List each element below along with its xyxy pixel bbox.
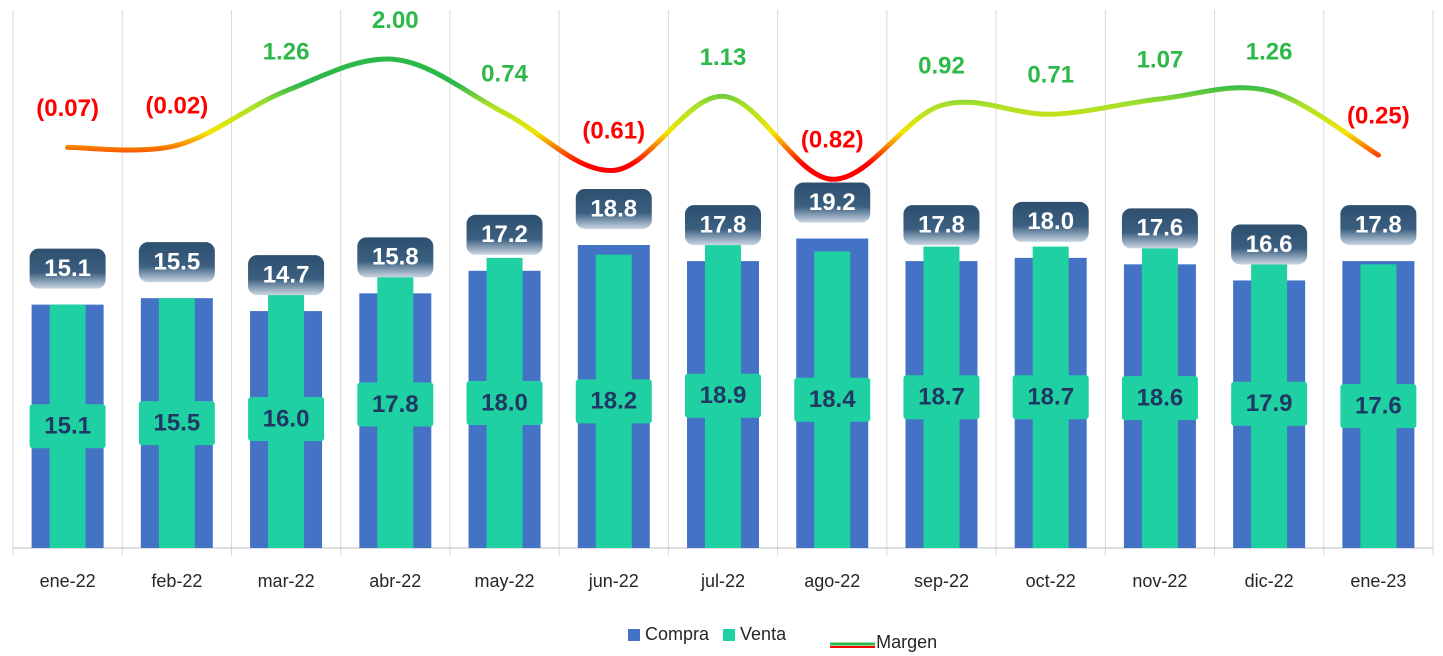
value-label: 15.1 [44,413,91,440]
value-label: 15.5 [153,249,200,276]
value-label: 15.5 [153,409,200,436]
legend-label: Compra [645,624,710,644]
value-label-box [794,377,871,422]
value-label: 17.6 [1137,215,1184,242]
value-label-box [248,255,325,296]
value-label: 19.2 [809,189,856,216]
value-label-box [466,214,543,255]
value-label: 0.71 [1027,62,1074,89]
value-label: 15.1 [44,255,91,282]
line [65,56,1381,182]
x-tick-label: jul-22 [700,571,745,591]
value-label-box [1012,201,1089,242]
value-label-box [466,380,543,425]
value-label-box [685,205,761,246]
value-label: 1.13 [700,44,747,71]
value-label: (0.61) [582,118,645,145]
value-label-box [1340,205,1417,246]
value-label-box [1121,208,1198,249]
value-label-box [1231,224,1308,265]
value-label-box [248,397,325,442]
value-label: 1.07 [1137,46,1184,73]
value-label-box [1012,375,1089,420]
value-label: 18.0 [481,389,528,416]
value-label: 0.74 [481,60,528,87]
x-tick-label: ene-22 [40,571,96,591]
value-label-box [138,401,215,446]
value-label: 17.8 [700,211,747,238]
value-label-box [138,242,215,283]
x-tick-label: nov-22 [1132,571,1187,591]
value-label: (0.02) [145,93,208,120]
value-label-box [29,404,106,449]
value-label: 17.8 [918,211,965,238]
x-tick-label: mar-22 [258,571,315,591]
x-tick-label: sep-22 [914,571,969,591]
value-label-box [685,373,761,418]
value-label: 17.8 [372,391,419,418]
value-label: 18.7 [918,384,965,411]
value-label: 17.2 [481,221,528,248]
value-label: 18.4 [809,386,856,413]
legend-label: Margen [876,632,937,652]
value-label-box [575,188,652,229]
x-tick-label: abr-22 [369,571,421,591]
value-label-box [357,237,434,278]
value-label: 18.9 [700,382,747,409]
x-tick-label: jun-22 [588,571,639,591]
value-label: 16.0 [263,405,310,432]
value-label: 18.7 [1027,384,1074,411]
value-label-box [357,382,434,427]
value-label-box [29,248,106,289]
value-label: 1.26 [263,38,310,65]
value-label: 15.8 [372,244,419,271]
value-label: 18.0 [1027,208,1074,235]
x-tick-label: feb-22 [151,571,202,591]
legend-label: Venta [740,624,787,644]
value-label: 18.6 [1137,384,1184,411]
value-label: 17.6 [1355,393,1402,420]
x-tick-label: dic-22 [1245,571,1294,591]
value-label-box [1231,381,1308,426]
value-label: 17.9 [1246,390,1293,417]
value-label-box [1121,376,1198,421]
value-label: 16.6 [1246,231,1293,258]
legend-swatch [723,629,736,641]
value-label: (0.25) [1347,102,1410,129]
value-label-box [575,379,652,424]
value-label-box [1340,384,1417,429]
legend-swatch [628,629,640,641]
value-label: 18.2 [590,388,637,415]
value-label: 0.92 [918,53,965,80]
value-label: 1.26 [1246,38,1293,65]
value-label: 14.7 [263,261,310,288]
x-tick-label: ago-22 [804,571,860,591]
value-label-box [794,182,871,223]
value-label-box [903,205,980,246]
value-label: 17.8 [1355,211,1402,238]
x-tick-label: ene-23 [1350,571,1406,591]
value-label: (0.82) [801,127,864,154]
x-tick-label: may-22 [475,571,535,591]
value-label-box [903,375,980,420]
value-label: (0.07) [36,95,99,122]
value-label: 2.00 [372,7,419,34]
value-label: 18.8 [590,195,637,222]
x-tick-label: oct-22 [1026,571,1076,591]
